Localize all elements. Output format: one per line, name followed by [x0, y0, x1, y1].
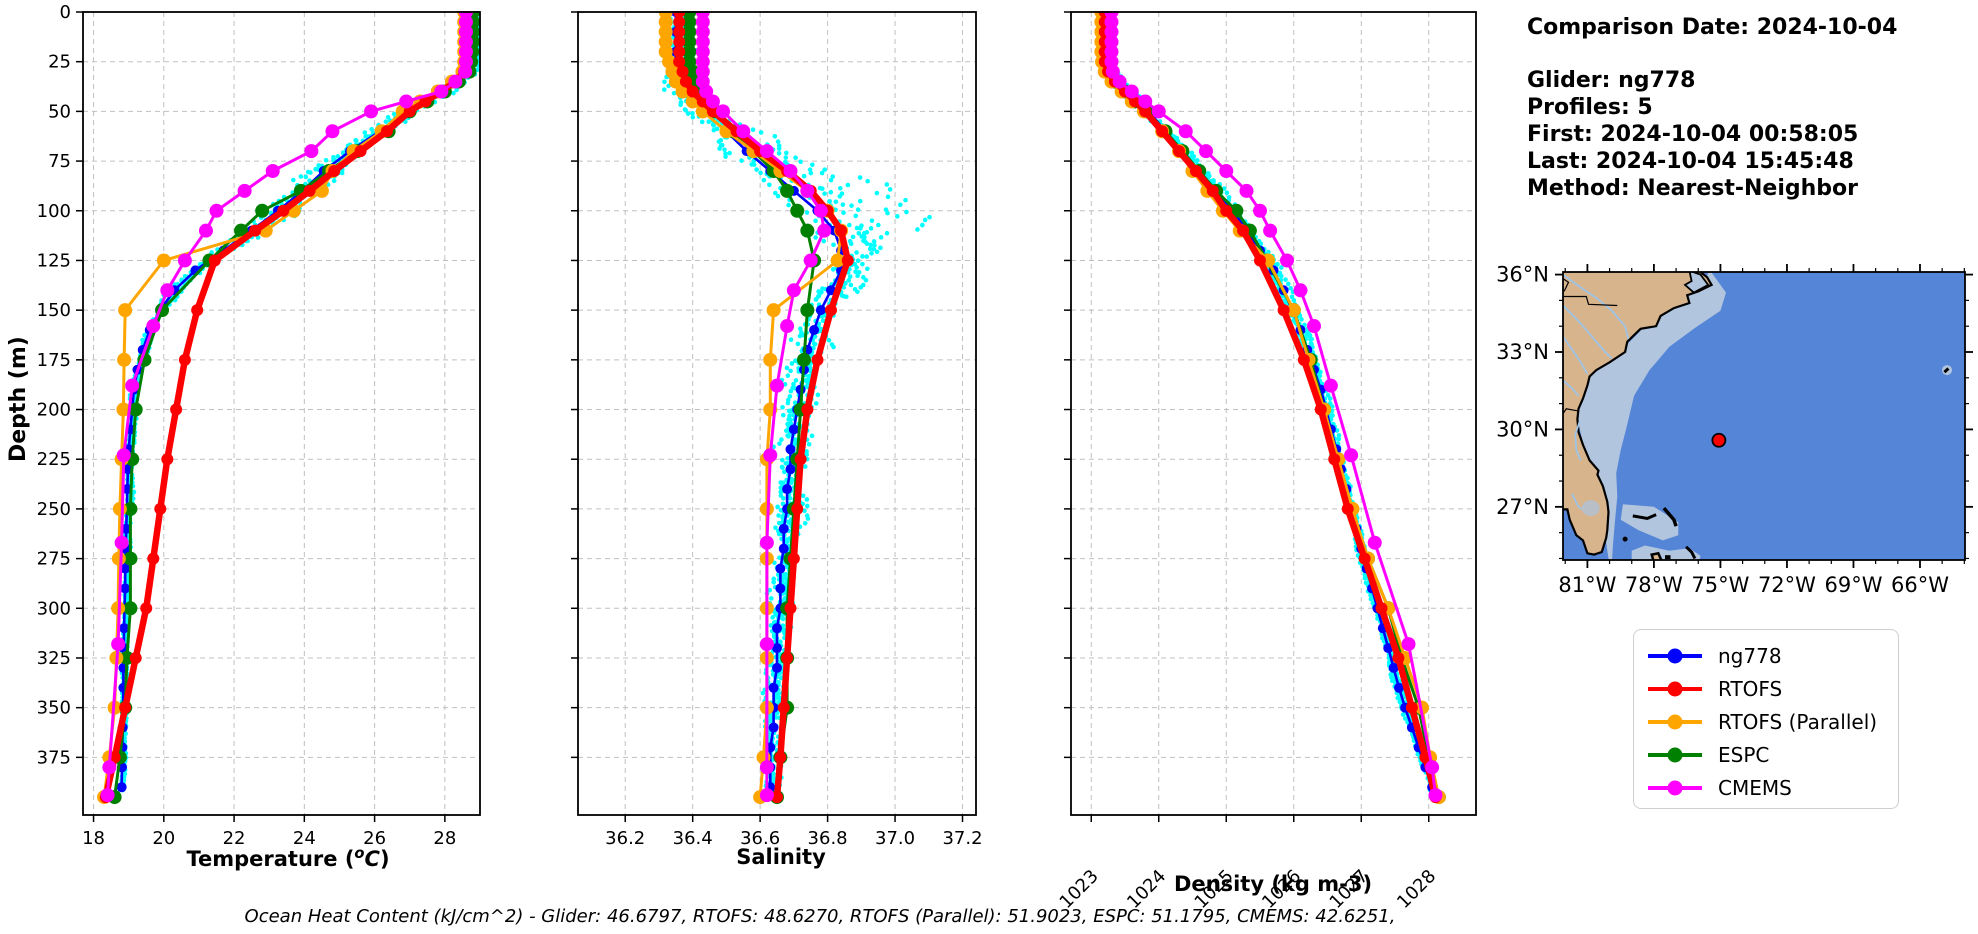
svg-text:66°W: 66°W [1891, 573, 1949, 597]
legend-line-sample [1648, 648, 1702, 663]
legend-label: RTOFS (Parallel) [1718, 709, 1878, 734]
first-profile-time-text: First: 2024-10-04 00:58:05 [1527, 122, 1859, 147]
salinity-axis-title: Salinity [736, 845, 826, 869]
svg-text:200: 200 [37, 400, 71, 421]
salinity-panel: 36.2 36.4 36.6 36.8 37.0 37.2 [488, 0, 1036, 849]
map-panel: 81°W 78°W 75°W 72°W 69°W 66°W 36°N 33°N 30°N 27°N [1496, 263, 1973, 597]
temperature-panel: 18 20 22 24 26 28 0 25 50 75 100 125 150 175 200 225 250… [0, 0, 540, 849]
series-rtofs-salinity [673, 6, 854, 804]
temperature-ticks: 18 20 22 24 26 28 0 25 50 75 100 125 150 175 200 225 250… [37, 2, 457, 849]
svg-text:37.0: 37.0 [875, 828, 915, 849]
svg-text:100: 100 [37, 201, 71, 222]
svg-text:150: 150 [37, 300, 71, 321]
svg-text:250: 250 [37, 499, 71, 520]
svg-text:275: 275 [37, 549, 71, 570]
svg-text:33°N: 33°N [1496, 340, 1549, 364]
raw-glider-scatter-density [1102, 11, 1436, 793]
svg-text:36.8: 36.8 [808, 828, 848, 849]
svg-text:300: 300 [37, 598, 71, 619]
svg-text:72°W: 72°W [1758, 573, 1816, 597]
legend-line-sample [1648, 780, 1702, 795]
series-ng778-salinity [670, 7, 847, 793]
density-axis-title: Density (kg m-3) [1173, 872, 1373, 896]
info-gap [1527, 41, 1897, 67]
legend-label: RTOFS [1718, 676, 1783, 701]
salinity-grid [578, 11, 976, 815]
raw-glider-scatter-salinity [661, 10, 932, 793]
svg-text:125: 125 [37, 250, 71, 271]
legend-line-sample [1648, 714, 1702, 729]
density-panel: 1023 1024 1025 1026 1027 1028 [981, 0, 1536, 913]
svg-text:18: 18 [82, 828, 105, 849]
svg-text:36.4: 36.4 [673, 828, 713, 849]
series-cmems-salinity [695, 5, 832, 803]
glider-location-marker [1711, 432, 1727, 448]
svg-text:69°W: 69°W [1824, 573, 1882, 597]
svg-text:30°N: 30°N [1496, 417, 1549, 441]
svg-text:0: 0 [60, 2, 71, 23]
salinity-ticks: 36.2 36.4 36.6 36.8 37.0 37.2 [571, 11, 983, 849]
svg-text:24: 24 [293, 828, 316, 849]
temperature-grid [83, 11, 480, 815]
svg-text:25: 25 [48, 52, 71, 73]
svg-text:81°W: 81°W [1558, 573, 1616, 597]
depth-axis-title: Depth (m) [6, 336, 31, 462]
svg-text:75: 75 [48, 151, 71, 172]
svg-text:350: 350 [37, 698, 71, 719]
legend-line-sample [1648, 681, 1702, 696]
legend-item-rtofs-parallel-: RTOFS (Parallel) [1646, 705, 1898, 738]
svg-text:27°N: 27°N [1496, 495, 1549, 519]
legend-item-rtofs: RTOFS [1646, 672, 1898, 705]
legend-item-espc: ESPC [1646, 738, 1898, 771]
svg-text:26: 26 [363, 828, 386, 849]
info-block: Comparison Date: 2024-10-04 Glider: ng77… [1527, 14, 1897, 202]
legend-label: ESPC [1718, 742, 1770, 767]
svg-text:175: 175 [37, 350, 71, 371]
profiles-count-text: Profiles: 5 [1527, 95, 1653, 120]
series-rtofs-temperature [99, 6, 472, 804]
svg-text:20: 20 [152, 828, 175, 849]
map-area [1563, 272, 1965, 560]
glider-name-text: Glider: ng778 [1527, 68, 1696, 93]
temperature-axis-title: Temperature (oC) [186, 845, 390, 871]
svg-text:36.6: 36.6 [740, 828, 780, 849]
density-ticks: 1023 1024 1025 1026 1027 1028 [1056, 11, 1440, 913]
svg-text:36.2: 36.2 [605, 828, 645, 849]
last-profile-time-text: Last: 2024-10-04 15:45:48 [1527, 149, 1854, 174]
series-rtofs-parallel--temperature [97, 5, 472, 805]
series-cmems-temperature [100, 5, 473, 803]
svg-text:37.2: 37.2 [942, 828, 982, 849]
svg-text:78°W: 78°W [1625, 573, 1683, 597]
svg-text:225: 225 [37, 449, 71, 470]
legend-item-cmems: CMEMS [1646, 771, 1898, 804]
svg-text:36°N: 36°N [1496, 263, 1549, 287]
svg-text:50: 50 [48, 101, 71, 122]
series-rtofs-parallel--salinity [658, 5, 849, 805]
method-text: Method: Nearest-Neighbor [1527, 176, 1858, 201]
legend-item-ng778: ng778 [1646, 639, 1898, 672]
ocean-heat-content-footer: Ocean Heat Content (kJ/cm^2) - Glider: 4… [244, 906, 1396, 927]
series-espc-density [1097, 5, 1446, 805]
raw-glider-scatter-temperature [118, 11, 482, 793]
map-ticks: 81°W 78°W 75°W 72°W 69°W 66°W 36°N 33°N 30°N 27°N [1496, 263, 1973, 597]
legend-label: ng778 [1718, 643, 1782, 668]
legend-label: CMEMS [1718, 775, 1792, 800]
svg-text:75°W: 75°W [1691, 573, 1749, 597]
comparison-date-text: Comparison Date: 2024-10-04 [1527, 15, 1898, 40]
series-rtofs-parallel--density [1094, 5, 1446, 805]
svg-text:375: 375 [37, 747, 71, 768]
series-espc-salinity [682, 5, 822, 805]
series-ng778-temperature [116, 7, 477, 793]
series-rtofs-density [1098, 6, 1442, 804]
svg-text:325: 325 [37, 648, 71, 669]
svg-text:28: 28 [433, 828, 456, 849]
legend: ng778 RTOFS RTOFS (Parallel) ESPC CMEMS [1633, 629, 1899, 809]
svg-text:22: 22 [223, 828, 246, 849]
legend-line-sample [1648, 747, 1702, 762]
series-cmems-density [1104, 5, 1443, 803]
